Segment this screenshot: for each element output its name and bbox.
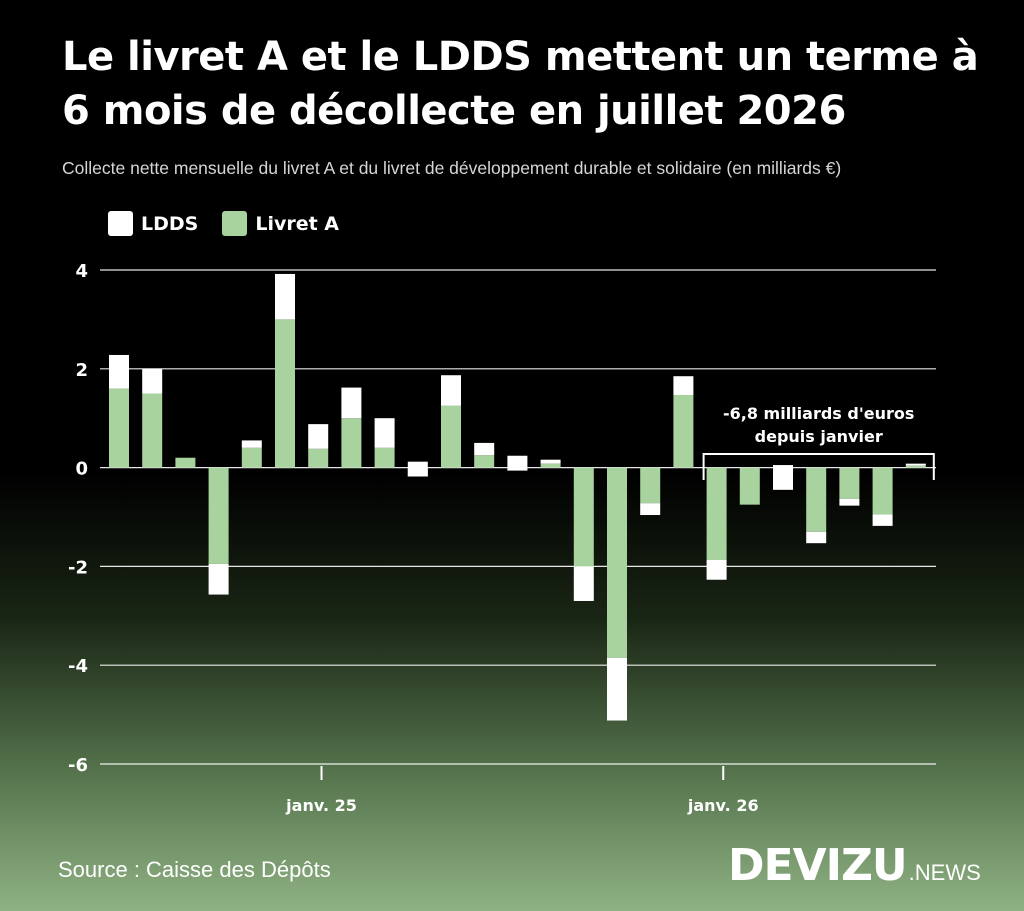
bar-ldds-5 — [275, 273, 295, 320]
bar-livret-a-8 — [374, 447, 395, 468]
bar-livret-a-2 — [175, 457, 196, 468]
bar-ldds-15 — [607, 657, 627, 721]
bar-ldds-9 — [407, 461, 428, 477]
brand-logo-sub: .NEWS — [908, 860, 981, 885]
x-tick-label-0: janv. 25 — [285, 796, 357, 815]
annotation-text-line1: -6,8 milliards d'euros — [723, 404, 914, 423]
legend-swatch-livret-a — [222, 211, 248, 236]
bar-ldds-16 — [640, 503, 661, 516]
bar-livret-a-22 — [839, 467, 860, 499]
legend-item-ldds: LDDS — [108, 211, 198, 236]
bar-livret-a-15 — [607, 467, 627, 658]
chart-title: Le livret A et le LDDS mettent un terme … — [62, 34, 979, 134]
bar-ldds-20 — [773, 465, 793, 490]
legend-label-ldds: LDDS — [141, 212, 199, 235]
source-note: Source : Caisse des Dépôts — [58, 857, 331, 882]
bar-livret-a-11 — [474, 455, 495, 468]
bar-ldds-11 — [474, 442, 495, 456]
y-tick-label-2: 0 — [75, 459, 88, 480]
bar-ldds-4 — [241, 440, 262, 448]
bar-ldds-8 — [374, 418, 395, 448]
bar-ldds-13 — [540, 459, 561, 464]
bar-livret-a-10 — [441, 405, 461, 468]
bar-ldds-21 — [806, 531, 827, 544]
brand-logo: DEVIZU .NEWS — [728, 840, 981, 891]
legend-swatch-ldds — [108, 211, 133, 236]
bar-livret-a-1 — [142, 393, 163, 468]
bar-ldds-24 — [905, 463, 926, 466]
chart-subtitle: Collecte nette mensuelle du livret A et … — [62, 158, 842, 178]
y-tick-label-1: 2 — [75, 360, 88, 381]
bar-ldds-7 — [341, 387, 362, 419]
y-tick-label-5: -6 — [68, 755, 88, 776]
bar-livret-a-3 — [208, 467, 229, 564]
bar-ldds-3 — [208, 563, 229, 595]
y-tick-label-4: -4 — [68, 656, 88, 677]
bar-livret-a-16 — [640, 467, 661, 504]
brand-logo-main: DEVIZU — [728, 840, 908, 891]
bar-livret-a-4 — [241, 447, 262, 468]
bar-livret-a-23 — [872, 467, 893, 515]
bar-ldds-6 — [308, 424, 329, 449]
bar-ldds-1 — [142, 368, 163, 394]
y-tick-label-0: 4 — [75, 261, 88, 282]
bar-ldds-10 — [441, 375, 461, 406]
y-tick-label-3: -2 — [68, 557, 88, 578]
bar-ldds-17 — [673, 376, 694, 395]
bar-ldds-12 — [507, 455, 528, 471]
legend-item-livret-a: Livret A — [222, 211, 339, 236]
bar-livret-a-13 — [540, 463, 561, 468]
bar-ldds-14 — [573, 566, 594, 601]
bar-ldds-0 — [109, 354, 129, 389]
bar-livret-a-17 — [673, 394, 694, 468]
bar-livret-a-6 — [308, 448, 329, 468]
bar-livret-a-21 — [806, 467, 827, 532]
bar-livret-a-14 — [573, 467, 594, 567]
bar-livret-a-0 — [109, 388, 129, 468]
bar-ldds-22 — [839, 498, 860, 506]
legend-label-livret-a: Livret A — [255, 212, 340, 235]
chart-legend: LDDS Livret A — [108, 211, 353, 236]
bar-livret-a-5 — [275, 319, 295, 468]
bar-livret-a-18 — [706, 467, 727, 560]
bar-livret-a-7 — [341, 418, 362, 468]
x-tick-label-1: janv. 26 — [687, 796, 759, 815]
bar-livret-a-24 — [905, 465, 926, 468]
annotation-text-line2: depuis janvier — [755, 427, 883, 446]
bar-ldds-18 — [706, 559, 727, 580]
bar-ldds-23 — [872, 514, 893, 526]
annotation-bracket — [702, 453, 935, 480]
bar-livret-a-19 — [739, 467, 760, 505]
